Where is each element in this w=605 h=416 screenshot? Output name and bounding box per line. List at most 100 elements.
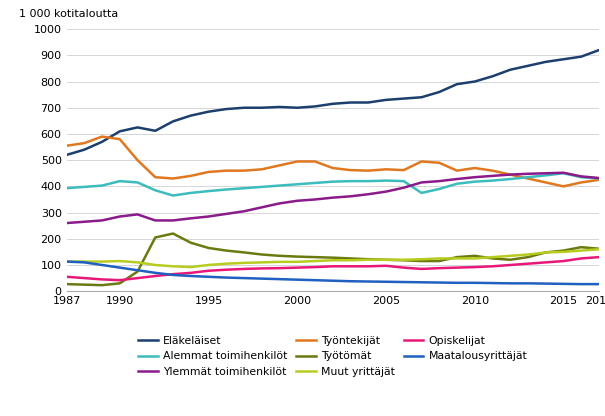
Eläkeläiset [312, 104, 319, 109]
Muut yrittäjät [223, 261, 230, 266]
Muut yrittäjät [276, 259, 283, 264]
Maatalousyrittäjät [595, 282, 603, 287]
Työntekijät [560, 184, 567, 189]
Opiskelijat [187, 270, 194, 275]
Alemmat toimihenkilöt [240, 186, 247, 191]
Ylemmät toimihenkilöt [223, 211, 230, 216]
Maatalousyrittäjät [436, 280, 443, 285]
Työntekijät [329, 166, 336, 171]
Maatalousyrittäjät [276, 277, 283, 282]
Eläkeläiset [258, 105, 266, 110]
Eläkeläiset [329, 102, 336, 106]
Line: Eläkeläiset: Eläkeläiset [67, 50, 599, 155]
Eläkeläiset [489, 74, 496, 79]
Työntekijät [542, 180, 549, 185]
Työtömät [205, 245, 212, 250]
Opiskelijat [312, 265, 319, 270]
Line: Muut yrittäjät: Muut yrittäjät [67, 249, 599, 267]
Opiskelijat [382, 263, 390, 268]
Alemmat toimihenkilöt [506, 176, 514, 181]
Työntekijät [453, 168, 460, 173]
Ylemmät toimihenkilöt [63, 220, 70, 225]
Maatalousyrittäjät [134, 268, 141, 273]
Maatalousyrittäjät [293, 277, 301, 282]
Opiskelijat [436, 266, 443, 271]
Alemmat toimihenkilöt [418, 191, 425, 196]
Opiskelijat [578, 256, 585, 261]
Alemmat toimihenkilöt [152, 188, 159, 193]
Alemmat toimihenkilöt [436, 186, 443, 191]
Opiskelijat [99, 277, 106, 282]
Muut yrittäjät [489, 255, 496, 260]
Opiskelijat [169, 272, 177, 277]
Alemmat toimihenkilöt [63, 186, 70, 191]
Työntekijät [400, 168, 407, 173]
Työntekijät [99, 134, 106, 139]
Opiskelijat [205, 268, 212, 273]
Eläkeläiset [578, 54, 585, 59]
Line: Opiskelijat: Opiskelijat [67, 257, 599, 280]
Eläkeläiset [365, 100, 372, 105]
Ylemmät toimihenkilöt [525, 171, 532, 176]
Työtömät [453, 255, 460, 260]
Opiskelijat [471, 265, 479, 270]
Eläkeläiset [595, 47, 603, 52]
Eläkeläiset [418, 95, 425, 100]
Ylemmät toimihenkilöt [578, 174, 585, 179]
Eläkeläiset [542, 59, 549, 64]
Eläkeläiset [187, 113, 194, 118]
Muut yrittäjät [560, 250, 567, 255]
Eläkeläiset [382, 97, 390, 102]
Opiskelijat [506, 262, 514, 267]
Työtömät [506, 257, 514, 262]
Muut yrittäjät [187, 265, 194, 270]
Ylemmät toimihenkilöt [99, 218, 106, 223]
Maatalousyrittäjät [312, 278, 319, 283]
Työntekijät [489, 168, 496, 173]
Työntekijät [436, 160, 443, 165]
Eläkeläiset [134, 125, 141, 130]
Ylemmät toimihenkilöt [187, 216, 194, 221]
Eläkeläiset [240, 105, 247, 110]
Alemmat toimihenkilöt [595, 176, 603, 181]
Työtömät [134, 269, 141, 274]
Työtömät [240, 250, 247, 255]
Eläkeläiset [436, 89, 443, 94]
Opiskelijat [116, 278, 123, 283]
Alemmat toimihenkilöt [312, 181, 319, 186]
Opiskelijat [489, 264, 496, 269]
Alemmat toimihenkilöt [169, 193, 177, 198]
Alemmat toimihenkilöt [80, 184, 88, 189]
Ylemmät toimihenkilöt [312, 197, 319, 202]
Työntekijät [365, 168, 372, 173]
Muut yrittäjät [329, 258, 336, 263]
Työtömät [400, 258, 407, 263]
Ylemmät toimihenkilöt [436, 178, 443, 183]
Työtömät [187, 240, 194, 245]
Muut yrittäjät [347, 258, 354, 263]
Maatalousyrittäjät [205, 274, 212, 279]
Ylemmät toimihenkilöt [418, 180, 425, 185]
Line: Ylemmät toimihenkilöt: Ylemmät toimihenkilöt [67, 173, 599, 223]
Line: Alemmat toimihenkilöt: Alemmat toimihenkilöt [67, 173, 599, 196]
Työntekijät [258, 167, 266, 172]
Muut yrittäjät [205, 262, 212, 267]
Ylemmät toimihenkilöt [134, 212, 141, 217]
Eläkeläiset [293, 105, 301, 110]
Line: Työtömät: Työtömät [67, 233, 599, 285]
Eläkeläiset [63, 152, 70, 157]
Maatalousyrittäjät [525, 281, 532, 286]
Työtömät [365, 257, 372, 262]
Maatalousyrittäjät [80, 260, 88, 265]
Maatalousyrittäjät [99, 262, 106, 267]
Alemmat toimihenkilöt [116, 178, 123, 183]
Alemmat toimihenkilöt [365, 178, 372, 183]
Työtömät [63, 282, 70, 287]
Alemmat toimihenkilöt [223, 187, 230, 192]
Muut yrittäjät [169, 264, 177, 269]
Ylemmät toimihenkilöt [365, 192, 372, 197]
Maatalousyrittäjät [347, 279, 354, 284]
Eläkeläiset [506, 67, 514, 72]
Eläkeläiset [347, 100, 354, 105]
Työntekijät [312, 159, 319, 164]
